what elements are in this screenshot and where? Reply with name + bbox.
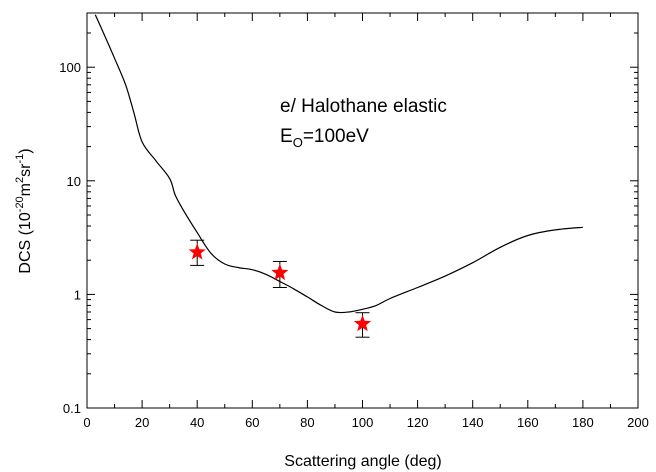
data-point-star — [188, 243, 206, 260]
tick-marks — [86, 13, 639, 409]
x-tick-label: 140 — [462, 415, 484, 430]
x-tick-label: 40 — [190, 415, 204, 430]
y-tick-label: 100 — [59, 60, 81, 75]
x-tick-label: 80 — [300, 415, 314, 430]
y-tick-label: 1 — [74, 287, 81, 302]
y-tick-label: 10 — [67, 174, 81, 189]
annotation-energy: EO=100eV — [280, 126, 369, 150]
axes — [86, 12, 639, 409]
y-tick-label: 0.1 — [63, 401, 81, 416]
x-axis-label: Scattering angle (deg) — [284, 453, 441, 470]
x-tick-label: 0 — [83, 415, 90, 430]
annotation-title: e/ Halothane elastic — [280, 96, 447, 117]
x-tick-label: 100 — [352, 415, 374, 430]
tick-labels: 0 20 40 60 80 100 120 140 160 180 200 0.1 1 10 100 — [59, 60, 649, 430]
data-point-star — [271, 263, 289, 281]
x-tick-label: 200 — [627, 415, 649, 430]
y-axis-label: DCS (10-20m2sr-1) — [14, 148, 34, 273]
data-point-star — [353, 314, 372, 332]
energy-subscript: O — [293, 135, 303, 150]
theory-curve — [94, 14, 583, 314]
energy-value: =100eV — [303, 126, 369, 147]
x-tick-label: 180 — [572, 415, 594, 430]
x-tick-label: 20 — [135, 415, 149, 430]
x-tick-label: 120 — [407, 415, 429, 430]
plot-frame — [86, 12, 639, 409]
x-tick-label: 160 — [517, 415, 539, 430]
energy-symbol: E — [280, 126, 293, 147]
x-tick-label: 60 — [245, 415, 259, 430]
data-series — [94, 14, 583, 338]
